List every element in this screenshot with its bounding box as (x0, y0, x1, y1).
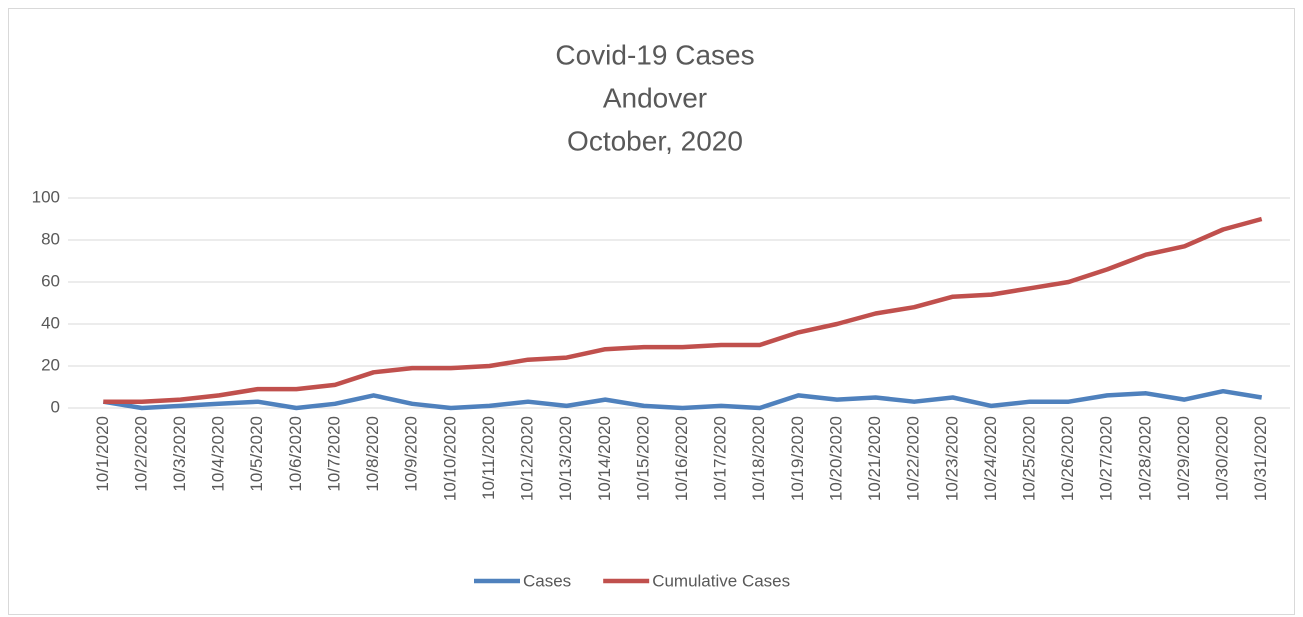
x-tick-label: 10/21/2020 (865, 416, 884, 501)
x-tick-label: 10/27/2020 (1097, 416, 1116, 501)
x-tick-label: 10/25/2020 (1020, 416, 1039, 501)
x-tick-label: 10/7/2020 (324, 416, 343, 492)
x-tick-label: 10/2/2020 (131, 416, 150, 492)
x-tick-label: 10/24/2020 (981, 416, 1000, 501)
x-tick-label: 10/10/2020 (440, 416, 459, 501)
x-tick-label: 10/16/2020 (672, 416, 691, 501)
x-tick-label: 10/13/2020 (556, 416, 575, 501)
x-tick-label: 10/4/2020 (209, 416, 228, 492)
x-tick-label: 10/5/2020 (247, 416, 266, 492)
line-series (103, 216, 1263, 404)
chart-title: Andover (603, 82, 707, 113)
x-tick-label: 10/1/2020 (93, 416, 112, 492)
y-tick-label: 40 (41, 313, 60, 332)
x-tick-label: 10/18/2020 (749, 416, 768, 501)
y-tick-label: 80 (41, 229, 60, 248)
x-tick-label: 10/9/2020 (402, 416, 421, 492)
x-tick-label: 10/19/2020 (788, 416, 807, 501)
x-tick-label: 10/17/2020 (711, 416, 730, 501)
x-tick-label: 10/11/2020 (479, 416, 498, 500)
y-tick-label: 20 (41, 355, 60, 374)
x-tick-label: 10/15/2020 (633, 416, 652, 501)
x-tick-label: 10/12/2020 (518, 416, 537, 501)
x-tick-label: 10/30/2020 (1213, 416, 1232, 501)
x-tick-label: 10/28/2020 (1135, 416, 1154, 501)
y-tick-label: 100 (32, 187, 60, 206)
x-tick-label: 10/6/2020 (286, 416, 305, 492)
legend-label: Cases (523, 571, 571, 590)
x-tick-label: 10/14/2020 (595, 416, 614, 501)
chart-border (8, 8, 1295, 615)
y-tick-label: 60 (41, 271, 60, 290)
x-tick-label: 10/26/2020 (1058, 416, 1077, 501)
y-tick-label: 0 (51, 397, 60, 416)
chart-title: Covid-19 Cases (555, 39, 754, 70)
x-tick-label: 10/20/2020 (826, 416, 845, 501)
legend-label: Cumulative Cases (652, 571, 790, 590)
x-tick-label: 10/3/2020 (170, 416, 189, 492)
x-tick-label: 10/22/2020 (904, 416, 923, 501)
x-tick-label: 10/8/2020 (363, 416, 382, 492)
chart-title: October, 2020 (567, 125, 743, 156)
x-tick-label: 10/29/2020 (1174, 416, 1193, 501)
x-tick-label: 10/31/2020 (1251, 416, 1270, 501)
x-tick-label: 10/23/2020 (942, 416, 961, 501)
line-series (102, 388, 1263, 411)
